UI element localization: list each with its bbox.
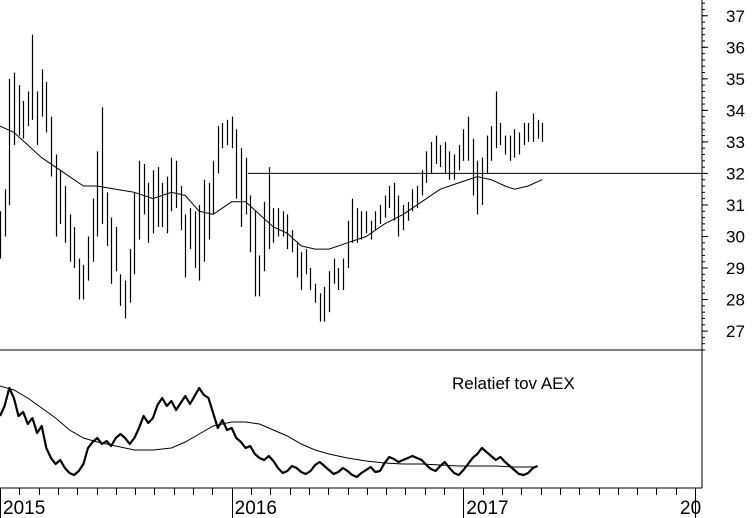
y-tick-label: 36 bbox=[726, 38, 745, 57]
relative-strength-line bbox=[0, 386, 538, 479]
relative-strength-panel bbox=[0, 385, 538, 479]
y-tick-label: 28 bbox=[726, 291, 745, 310]
relative-moving-average-line bbox=[0, 385, 538, 468]
y-tick-label: 29 bbox=[726, 259, 745, 278]
y-tick-label: 32 bbox=[726, 164, 745, 183]
y-tick-label: 37 bbox=[726, 7, 745, 26]
x-tick-label: 2017 bbox=[466, 498, 508, 518]
y-tick-label: 30 bbox=[726, 227, 745, 246]
price-panel bbox=[0, 34, 702, 322]
price-moving-average-line bbox=[0, 125, 543, 250]
y-tick-label: 27 bbox=[726, 322, 745, 341]
x-axis: 2015 2016 2017 20 bbox=[0, 487, 702, 518]
x-tick-label: 2015 bbox=[3, 498, 45, 518]
y-tick-label: 35 bbox=[726, 70, 745, 89]
x-tick-label: 2016 bbox=[235, 498, 277, 518]
y-axis: 27 28 29 30 31 32 33 34 35 36 37 bbox=[701, 0, 745, 488]
y-tick-label: 31 bbox=[726, 196, 745, 215]
y-tick-label: 34 bbox=[726, 101, 745, 120]
x-tick-label: 20 bbox=[680, 498, 701, 518]
relative-strength-annotation: Relatief tov AEX bbox=[452, 374, 575, 393]
y-tick-label: 33 bbox=[726, 133, 745, 152]
